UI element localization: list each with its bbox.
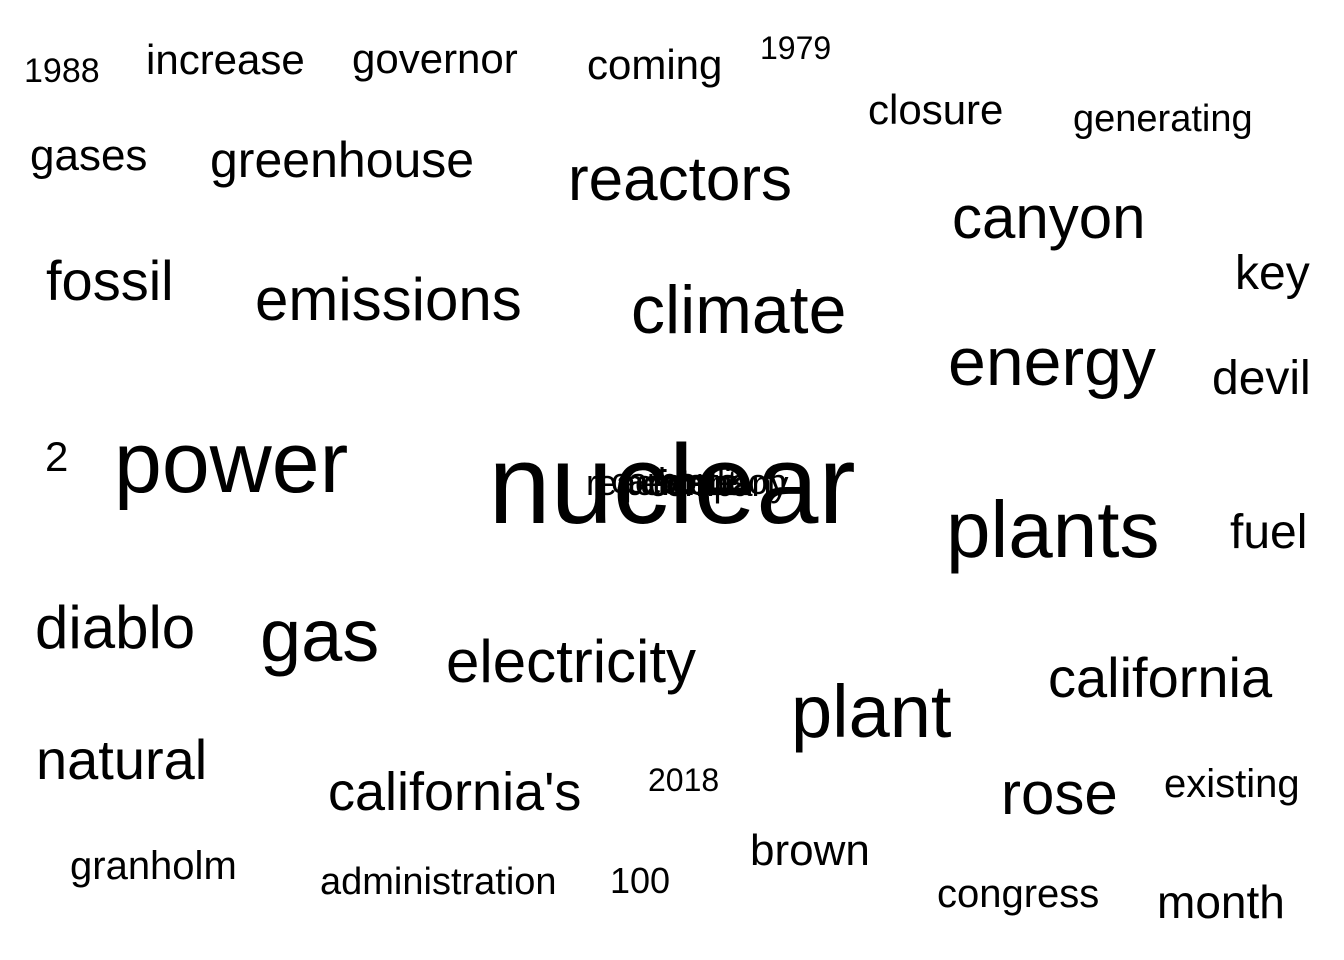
word-gases: gases (30, 131, 148, 180)
word-greenhouse: greenhouse (210, 132, 475, 188)
word-2: 2 (45, 433, 69, 480)
word-reactors: reactors (568, 145, 792, 214)
word-overlap-5: company (648, 463, 788, 504)
word-emissions: emissions (255, 266, 522, 333)
word-power: power (114, 415, 349, 511)
word-fossil: fossil (46, 249, 174, 312)
word-plant: plant (791, 670, 952, 753)
word-electricity: electricity (446, 628, 697, 695)
word-generating: generating (1073, 98, 1253, 140)
word-congress: congress (937, 872, 1100, 916)
word-administration: administration (320, 861, 557, 903)
word-increase: increase (146, 36, 305, 83)
word-overlap-1: reaction (585, 462, 707, 503)
word-plants: plants (946, 485, 1160, 574)
word-natural: natural (36, 728, 208, 791)
word-overlap-6: edison (685, 461, 787, 502)
word-key: key (1235, 247, 1310, 300)
word-gas: gas (260, 594, 380, 677)
word-rose: rose (1001, 760, 1118, 827)
word-california: california (1048, 646, 1273, 709)
word-granholm: granholm (70, 844, 237, 888)
word-1988: 1988 (24, 52, 100, 90)
word-coming: coming (587, 41, 723, 88)
word-overlap-4: state (663, 461, 737, 502)
word-overlap-2: carbon (610, 460, 716, 501)
word-nuclear: nuclear (488, 422, 856, 547)
word-1979: 1979 (760, 30, 832, 66)
word-closure: closure (868, 86, 1004, 133)
word-overlap-3: percent (623, 462, 737, 503)
word-fuel: fuel (1230, 506, 1308, 559)
word-2018: 2018 (648, 762, 720, 798)
word-climate: climate (631, 272, 847, 348)
word-governor: governor (352, 35, 518, 82)
word-energy: energy (948, 324, 1156, 400)
word-diablo: diablo (35, 594, 196, 661)
word-existing: existing (1164, 762, 1300, 806)
word-devil: devil (1212, 352, 1311, 405)
word-californias: california's (328, 762, 582, 822)
word-brown: brown (750, 826, 870, 875)
word-month: month (1157, 876, 1285, 928)
word-100: 100 (610, 860, 671, 901)
word-canyon: canyon (952, 184, 1146, 251)
